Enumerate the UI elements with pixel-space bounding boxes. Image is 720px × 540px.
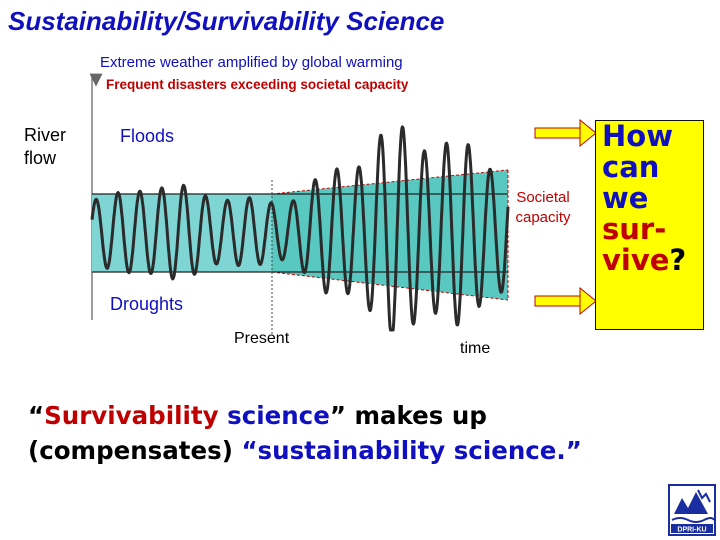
page-title: Sustainability/Survivability Science <box>8 6 445 36</box>
capacity-band-future <box>272 170 508 300</box>
droughts-label: Droughts <box>110 294 184 314</box>
word-sustainability-science: “sustainability science.” <box>241 436 582 465</box>
present-label: Present <box>234 330 290 347</box>
question-line-4: sur- <box>602 212 667 246</box>
time-axis-label: time <box>460 340 491 357</box>
arrow-to-question-top-icon <box>534 118 597 148</box>
question-line-1: How <box>602 119 673 153</box>
societal-label-line-2: capacity <box>515 209 571 226</box>
river-label-line-1: River <box>24 125 67 145</box>
societal-label-line-1: Societal <box>516 189 570 206</box>
societal-capacity-label: Societal capacity <box>508 188 578 228</box>
question-line-5: vive? <box>602 245 703 276</box>
conclusion-statement: “Survivability science” makes up (compen… <box>28 398 582 468</box>
floods-label: Floods <box>120 126 175 146</box>
question-box: How can we sur- vive? <box>595 120 704 330</box>
statement-line-1: “Survivability science” makes up <box>28 398 582 433</box>
dpri-ku-logo-icon: DPRI-KU <box>668 484 716 536</box>
statement-line-2: (compensates) “sustainability science.” <box>28 433 582 468</box>
capacity-upper-edge <box>271 169 509 195</box>
river-flow-curve <box>90 125 510 332</box>
quote-close: ” <box>329 401 346 430</box>
subtitle-frequent-disasters: Frequent disasters exceeding societal ca… <box>106 77 409 92</box>
question-mark: ? <box>669 243 687 277</box>
logo-text: DPRI-KU <box>677 527 706 534</box>
question-line-2: can <box>602 150 660 184</box>
question-vive: vive <box>602 243 670 277</box>
river-flow-label: River flow <box>24 124 94 170</box>
word-makes-up: makes up <box>345 401 487 430</box>
quote-open: “ <box>28 401 45 430</box>
word-science: science <box>218 401 330 430</box>
subtitle-global-warming: Extreme weather amplified by global warm… <box>100 54 403 71</box>
word-compensates: (compensates) <box>28 436 242 465</box>
question-line-3: we <box>602 181 649 215</box>
arrow-to-question-bottom-icon <box>534 286 597 316</box>
river-label-line-2: flow <box>24 148 57 168</box>
word-survivability: Survivability <box>44 401 219 430</box>
